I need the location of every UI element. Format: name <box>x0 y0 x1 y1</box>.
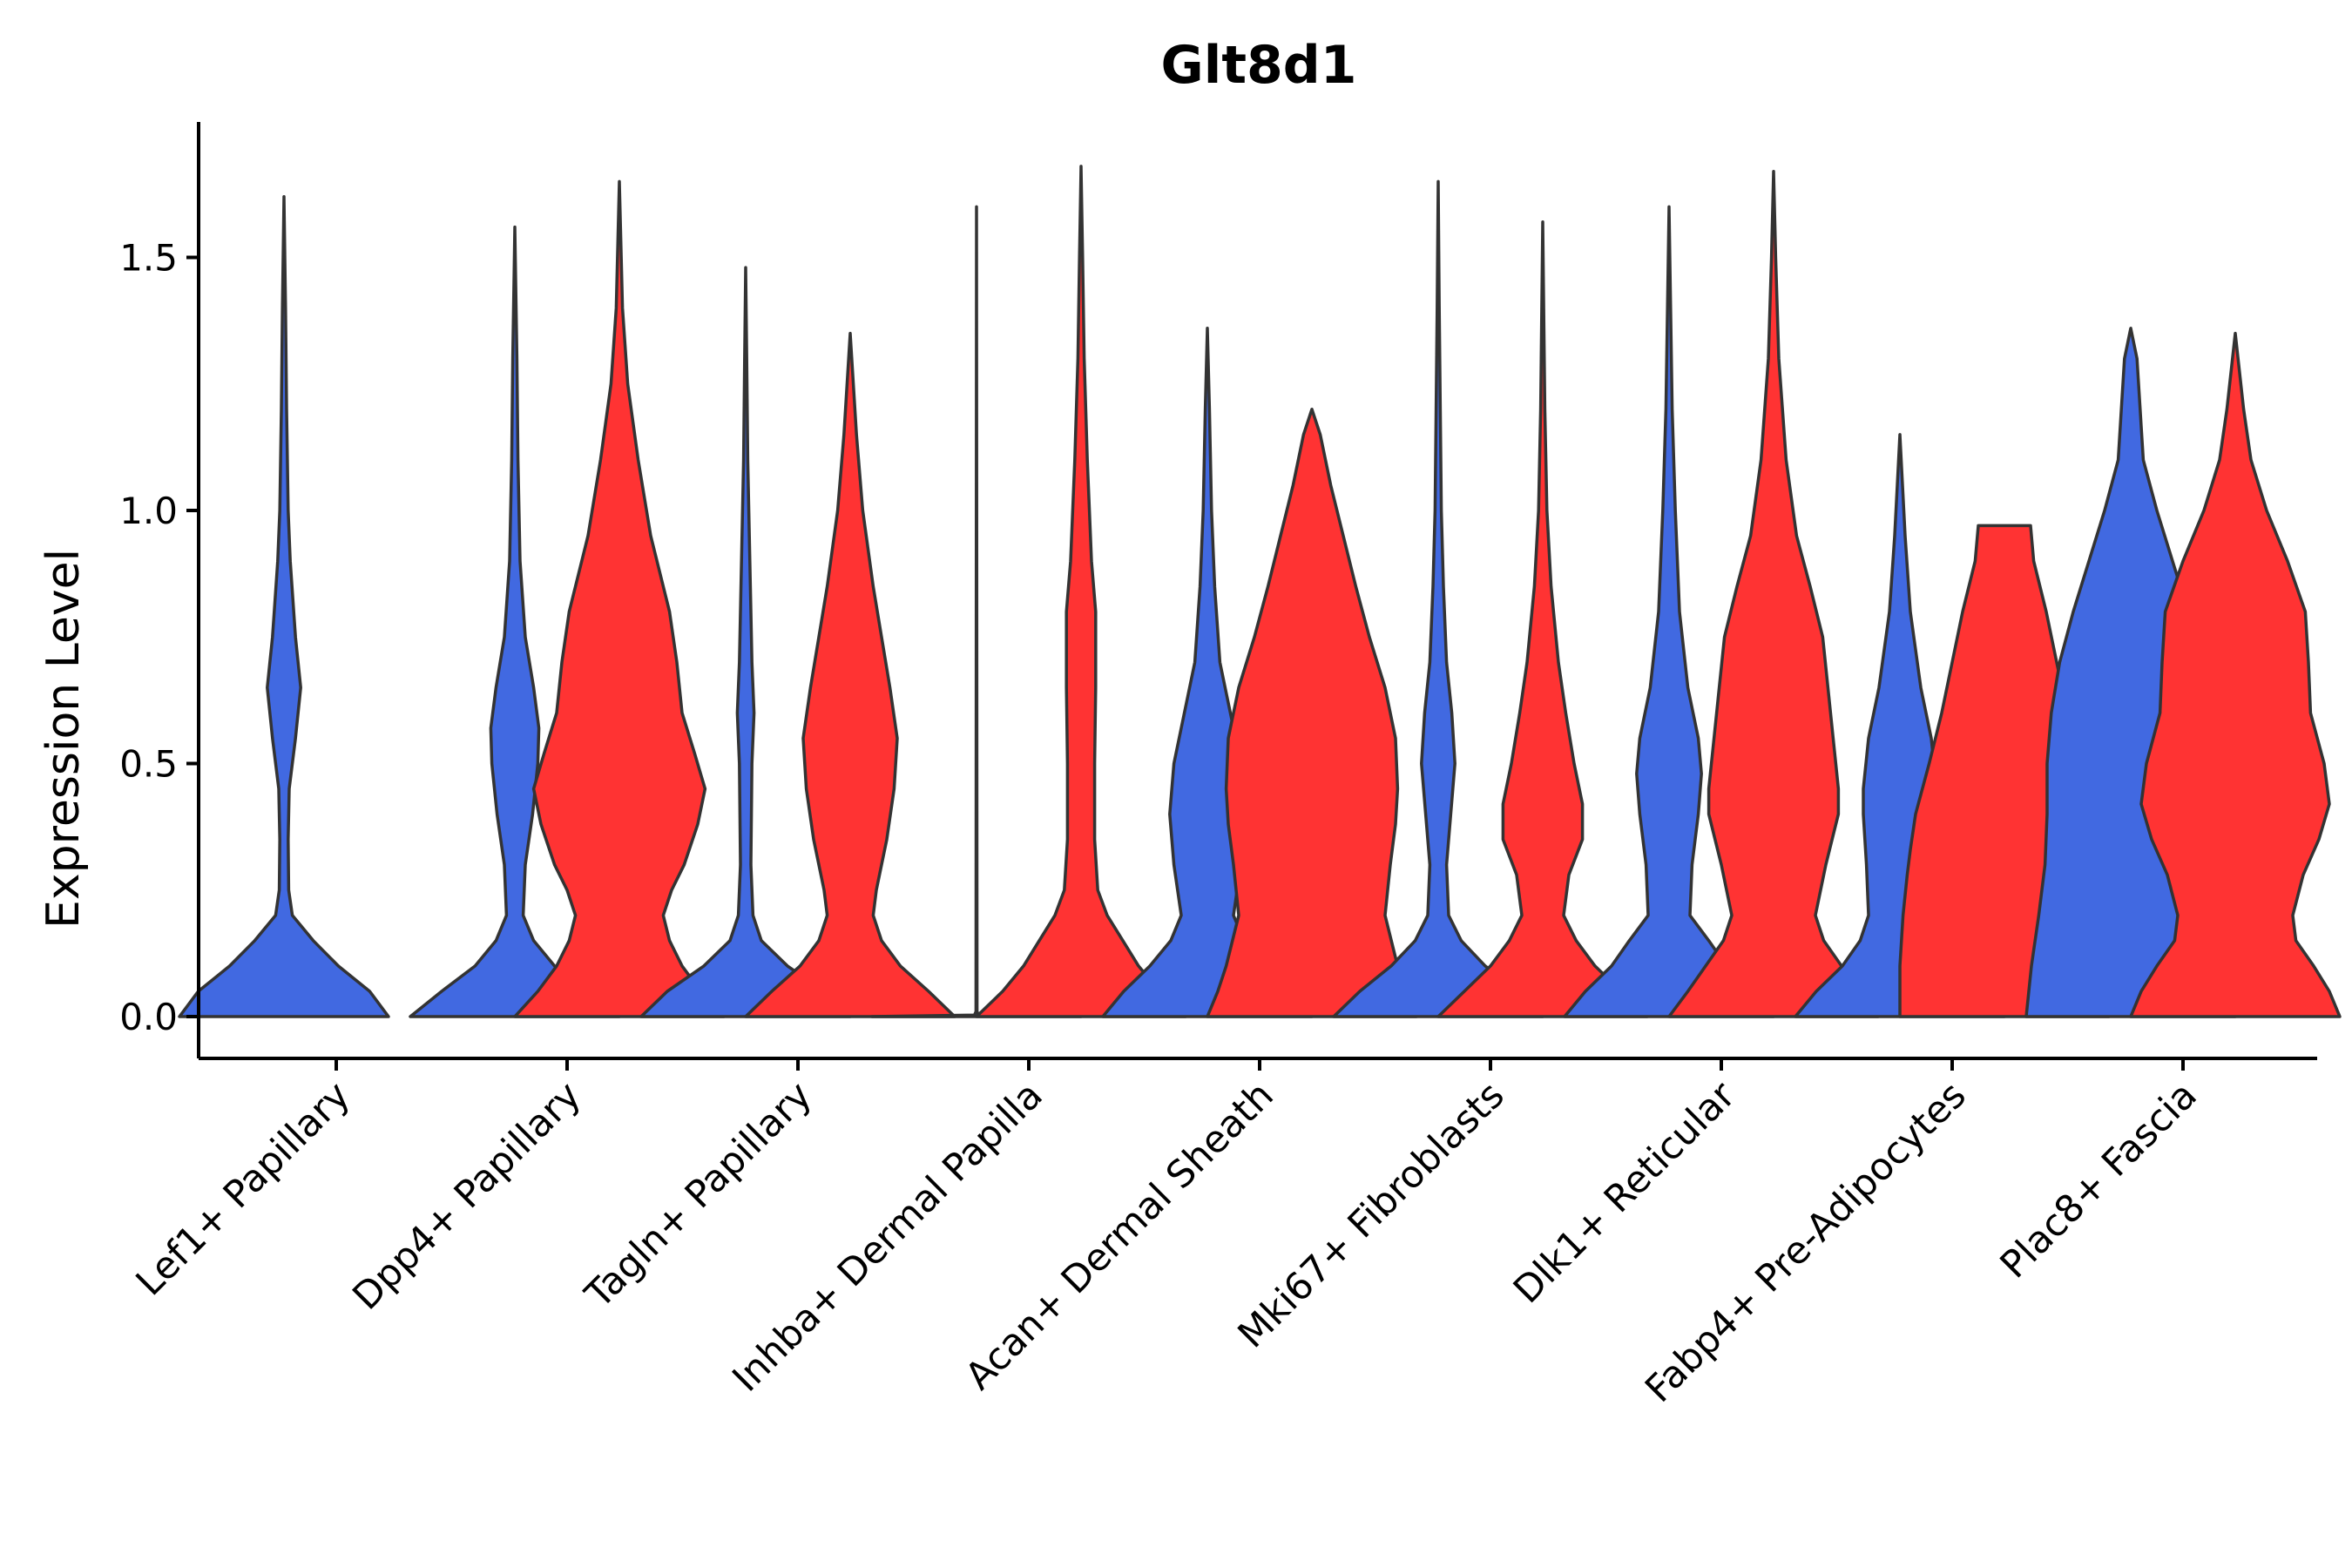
violin-dpp4-papillary-group2 <box>513 179 726 1018</box>
violin-plac8-fascia-group2 <box>2129 331 2342 1018</box>
x-tick-label: Lef1+ Papillary <box>128 1073 359 1304</box>
x-tick-label: Mki67+ Fibroblasts <box>1230 1073 1513 1356</box>
violin-tagln-papillary-group2 <box>744 331 956 1018</box>
chart-title: Glt8d1 <box>1161 35 1357 96</box>
violin-inhba-dermal-papilla-group2 <box>975 165 1187 1018</box>
y-axis-label: Expression Level <box>37 549 90 929</box>
violin-mki67-fibroblasts-group2 <box>1436 220 1649 1018</box>
violin-mki67-fibroblasts-group1 <box>1332 179 1544 1018</box>
violin-inhba-dermal-papilla-group1 <box>870 205 1083 1018</box>
violin-dlk1-reticular-group1 <box>1563 205 1775 1018</box>
y-tick-label: 0.0 <box>119 996 178 1038</box>
y-tick-label: 1.0 <box>119 490 178 532</box>
violin-tagln-papillary-group1 <box>639 266 852 1018</box>
y-tick-label: 0.5 <box>119 743 178 786</box>
y-tick-label: 1.5 <box>119 237 178 280</box>
x-tick-label: Tagln+ Papillary <box>577 1073 821 1317</box>
violin-dlk1-reticular-group2 <box>1667 169 1880 1018</box>
violin-acan-dermal-sheath-group2 <box>1206 408 1418 1018</box>
x-tick-label: Dlk1+ Reticular <box>1505 1073 1744 1312</box>
violins-layer <box>178 165 2342 1018</box>
x-tick-label: Plac8+ Fascia <box>1992 1073 2206 1287</box>
x-tick-label: Dpp4+ Papillary <box>345 1073 590 1318</box>
violin-lef1-papillary-group1 <box>178 195 390 1018</box>
violin-dpp4-papillary-group1 <box>409 225 621 1018</box>
